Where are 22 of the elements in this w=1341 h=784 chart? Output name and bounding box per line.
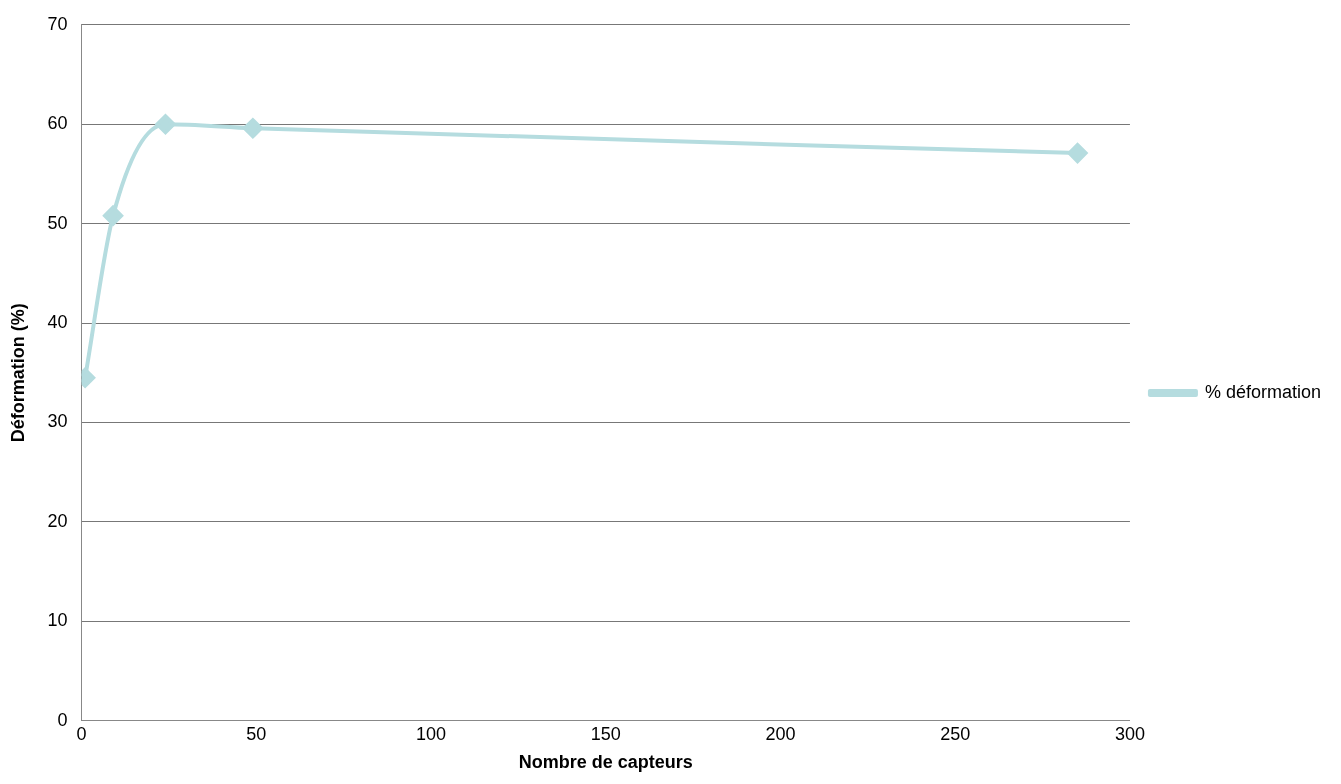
y-tick-label: 40 — [47, 312, 68, 333]
y-tick-label: 50 — [47, 212, 68, 233]
y-tick-label: 30 — [47, 411, 68, 432]
point — [1067, 143, 1088, 164]
x-tick-label: 100 — [416, 723, 447, 744]
point — [242, 118, 263, 139]
x-tick-label: 250 — [940, 723, 971, 744]
y-tick-label: 10 — [47, 610, 68, 631]
x-tick-label: 0 — [76, 723, 87, 744]
y-tick-label: 0 — [57, 709, 68, 730]
x-tick-label: 150 — [590, 723, 621, 744]
x-tick-label: 50 — [246, 723, 267, 744]
x-tick-label: 300 — [1114, 723, 1145, 744]
point — [155, 114, 176, 135]
y-tick-label: 60 — [47, 113, 68, 134]
x-tick-label: 200 — [765, 723, 796, 744]
x-axis-title: Nombre de capteurs — [518, 752, 693, 773]
y-tick-label: 20 — [47, 510, 68, 531]
legend-label: % déformation — [1204, 381, 1321, 402]
point — [103, 205, 124, 226]
y-axis-title: Déformation (%) — [7, 303, 28, 443]
y-tick-label: 70 — [47, 13, 68, 34]
